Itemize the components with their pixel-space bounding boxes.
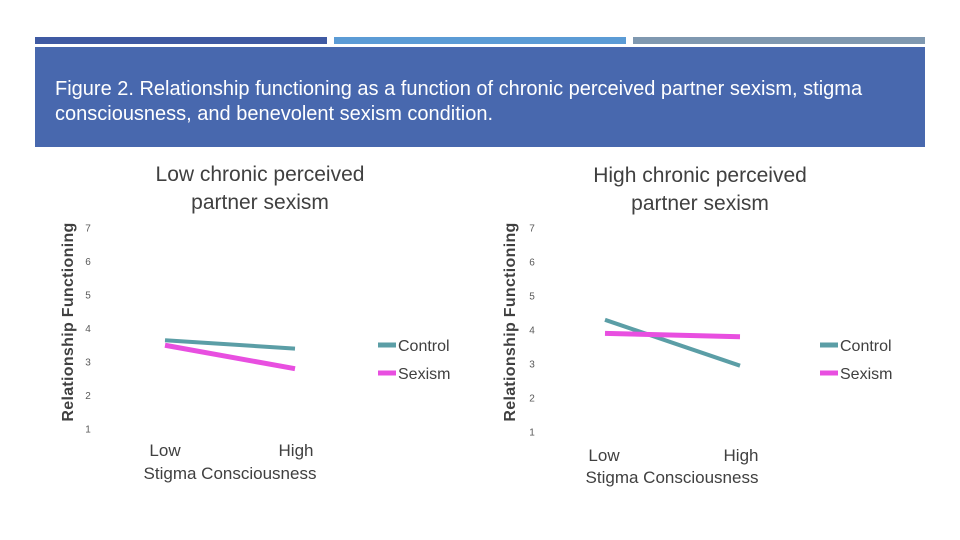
accent-bar-left <box>35 37 327 44</box>
chart-2-legend-label-sexism: Sexism <box>840 366 892 383</box>
chart-1-x-tick-low: Low <box>149 441 181 460</box>
chart-2-x-axis-label: Stigma Consciousness <box>586 468 759 487</box>
chart-1-legend-label-sexism: Sexism <box>398 366 450 383</box>
chart-1-y-tick-5: 5 <box>85 291 91 302</box>
accent-bar-right <box>633 37 925 44</box>
chart-1-y-tick-1: 1 <box>85 425 91 436</box>
chart-1-x-tick-high: High <box>279 441 314 460</box>
chart-1-y-tick-4: 4 <box>85 324 91 335</box>
chart-2-title-line-1: High chronic perceived <box>593 164 807 187</box>
chart-2-series-control-line <box>604 317 741 368</box>
chart-2-legend-label-control: Control <box>840 338 892 355</box>
chart-2-y-tick-2: 2 <box>529 394 535 405</box>
chart-1-y-tick-3: 3 <box>85 358 91 369</box>
chart-2-series-sexism-line <box>604 330 741 340</box>
chart-2-y-tick-5: 5 <box>529 292 535 303</box>
chart-1-y-tick-7: 7 <box>85 224 91 235</box>
chart-2-y-axis-label: Relationship Functioning <box>502 222 519 421</box>
chart-2-y-tick-4: 4 <box>529 326 535 337</box>
chart-2-x-tick-low: Low <box>588 446 620 465</box>
chart-1-series-control-line <box>164 338 296 351</box>
chart-1-y-axis-label: Relationship Functioning <box>60 222 77 421</box>
chart-2-y-tick-1: 1 <box>529 428 535 439</box>
chart-1-x-axis-label: Stigma Consciousness <box>144 464 317 483</box>
title-banner: Figure 2. Relationship functioning as a … <box>35 47 925 147</box>
accent-bar-middle <box>334 37 626 44</box>
chart-2-x-tick-high: High <box>724 446 759 465</box>
chart-2-y-tick-3: 3 <box>529 360 535 371</box>
chart-1-y-tick-6: 6 <box>85 257 91 268</box>
chart-2-y-tick-7: 7 <box>529 224 535 235</box>
chart-1-y-tick-2: 2 <box>85 391 91 402</box>
chart-1-legend-label-control: Control <box>398 338 450 355</box>
chart-2-title-line-2: partner sexism <box>631 192 769 215</box>
chart-1-series-sexism-line <box>164 342 296 372</box>
chart-1-title-line-1: Low chronic perceived <box>156 163 365 186</box>
chart-1-title-line-2: partner sexism <box>191 191 329 214</box>
slide-title: Figure 2. Relationship functioning as a … <box>55 78 863 125</box>
chart-2-y-tick-6: 6 <box>529 258 535 269</box>
